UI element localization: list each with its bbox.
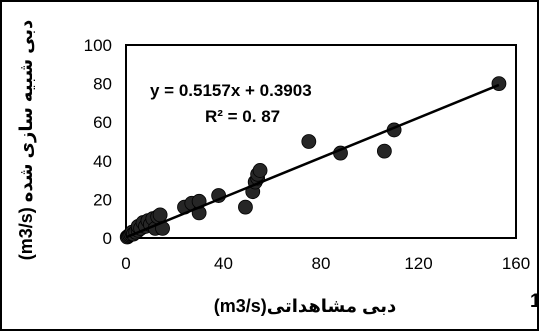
x-tick-label: 160: [502, 254, 530, 273]
trendline-equation: y = 0.5157x + 0.3903: [150, 81, 312, 100]
x-tick-label: 120: [404, 254, 432, 273]
data-points: [119, 76, 507, 245]
y-axis-title-text: دبی شبیه سازی شده (m3/s): [16, 20, 36, 261]
data-point: [252, 163, 268, 178]
y-tick-label: 40: [93, 152, 112, 171]
x-tick-label: 40: [214, 254, 233, 273]
x-tick-label: 80: [312, 254, 331, 273]
y-axis-ticks: 0 20 40 60 80 100: [84, 36, 112, 248]
r-squared: R² = 0. 87: [205, 107, 280, 126]
y-tick-label: 80: [93, 75, 112, 94]
y-tick-label: 60: [93, 113, 112, 132]
data-point: [238, 199, 253, 215]
y-tick-label: 0: [103, 229, 112, 248]
y-axis-title: دبی شبیه سازی شده (m3/s): [16, 20, 36, 261]
data-point: [376, 143, 392, 159]
trendline: [125, 83, 500, 239]
figure-caption: شکل 8-1: [530, 291, 539, 312]
y-tick-label: 100: [84, 36, 112, 55]
x-axis-ticks: 0 40 80 120 160: [121, 254, 530, 273]
plot-area-border: [125, 44, 517, 239]
data-point: [491, 76, 507, 91]
y-tick-label: 20: [93, 190, 112, 209]
data-point: [152, 207, 168, 223]
data-point: [301, 134, 317, 149]
x-axis-title: دبی مشاهداتی(m3/s): [214, 296, 396, 316]
x-tick-label: 0: [121, 254, 130, 273]
